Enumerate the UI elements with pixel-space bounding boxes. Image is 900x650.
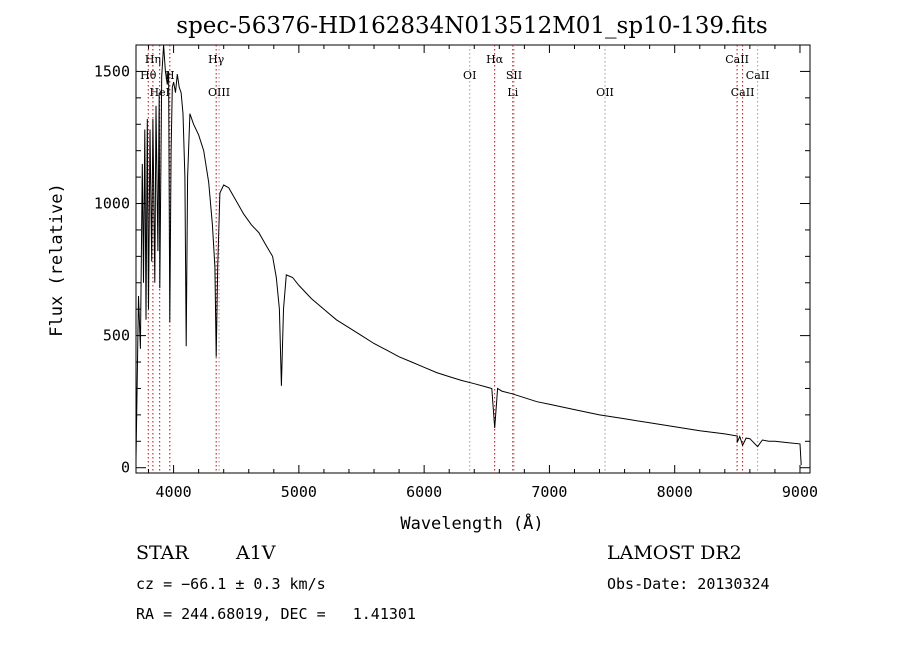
- line-label: Hα: [486, 53, 504, 66]
- line-label: SII: [506, 69, 522, 82]
- line-label: HeI: [149, 86, 169, 99]
- y-tick-label: 1500: [94, 62, 130, 80]
- y-tick-label: 500: [103, 327, 130, 345]
- y-axis-label: Flux (relative): [47, 183, 67, 337]
- line-label: Hγ: [208, 53, 225, 66]
- obs-date-text: Obs-Date: 20130324: [607, 575, 770, 593]
- coordinates-text: RA = 244.68019, DEC = 1.41301: [136, 605, 416, 623]
- y-tick-label: 0: [121, 459, 130, 477]
- chart-title: spec-56376-HD162834N013512M01_sp10-139.f…: [176, 13, 767, 39]
- line-label: OI: [463, 69, 476, 82]
- redshift-text: cz = −66.1 ± 0.3 km/s: [136, 575, 326, 593]
- x-tick-label: 7000: [531, 483, 567, 501]
- survey-label: LAMOST DR2: [607, 542, 742, 564]
- x-tick-label: 4000: [156, 483, 192, 501]
- line-label: H: [165, 69, 175, 82]
- line-label: CaII: [746, 69, 770, 82]
- x-tick-label: 8000: [657, 483, 693, 501]
- x-tick-label: 6000: [406, 483, 442, 501]
- x-tick-label: 5000: [281, 483, 317, 501]
- info-panel: STAR A1V LAMOST DR2 cz = −66.1 ± 0.3 km/…: [136, 542, 770, 623]
- spectral-class: A1V: [235, 542, 276, 564]
- line-label: Hθ: [140, 69, 157, 82]
- line-label: CaII: [731, 86, 755, 99]
- axis-ticks: 4000 5000 6000 7000 8000 9000 0 500 1000 1500: [94, 45, 818, 501]
- line-label: OIII: [208, 86, 230, 99]
- line-label: Hη: [145, 53, 161, 66]
- line-label: Li: [507, 86, 518, 99]
- y-tick-label: 1000: [94, 195, 130, 213]
- x-tick-label: 9000: [782, 483, 818, 501]
- x-axis-label: Wavelength (Å): [400, 512, 543, 534]
- line-label: OII: [596, 86, 614, 99]
- emission-line-markers: [147, 45, 759, 473]
- plot-frame: [135, 44, 811, 474]
- line-label: CaII: [725, 53, 749, 66]
- spectrum-line: [135, 44, 802, 466]
- object-type: STAR: [136, 542, 189, 564]
